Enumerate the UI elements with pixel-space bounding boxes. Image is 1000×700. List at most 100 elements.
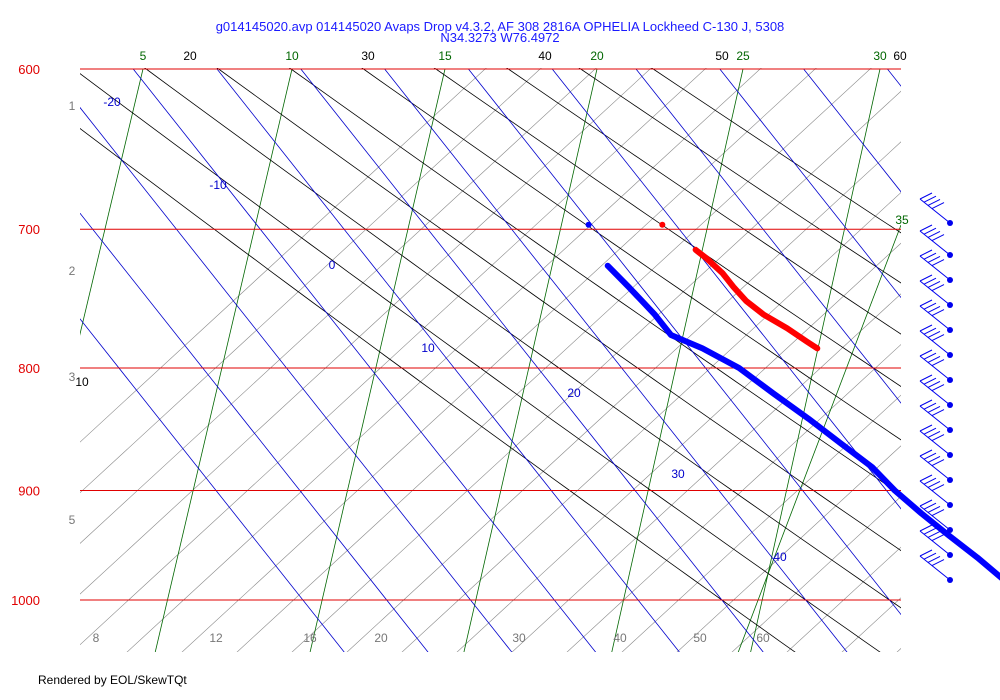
dewpoint-trace <box>604 262 1000 581</box>
wind-barb-staff <box>919 555 951 581</box>
wind-barb-feather <box>931 434 945 442</box>
moist-adiabat-line <box>80 68 707 646</box>
temperature-trace <box>692 246 821 352</box>
moist-adiabat-line <box>621 394 901 652</box>
bottom-axis-label: 20 <box>374 631 388 645</box>
isotherm-line <box>132 68 597 652</box>
isotherm-line <box>551 68 901 510</box>
isotherm-line <box>719 68 901 299</box>
wind-barb-feather <box>923 327 937 335</box>
footer-credit: Rendered by EOL/SkewTQt <box>38 673 187 687</box>
wind-barb <box>919 224 953 258</box>
wind-barb-feather <box>927 430 941 438</box>
mixing-ratio-label: 5 <box>140 49 147 63</box>
moist-adiabat-line <box>401 192 901 652</box>
wind-barb <box>919 274 953 308</box>
isotherm-line <box>80 106 513 652</box>
wind-barb-feather <box>923 352 937 360</box>
moist-adiabat-line <box>80 68 597 544</box>
pressure-label: 1000 <box>11 593 40 608</box>
moist-adiabat-line <box>236 68 872 652</box>
wind-barb-feather <box>923 552 937 560</box>
dry-adiabat-label: 60 <box>893 49 907 63</box>
dewpoint-marker <box>585 221 592 228</box>
moist-adiabat-line <box>80 68 652 595</box>
pressure-label: 700 <box>18 222 40 237</box>
dry-adiabat-label: 20 <box>183 49 197 63</box>
pressure-label: 600 <box>18 62 40 77</box>
mixing-ratio-line <box>309 68 446 652</box>
height-label: 2 <box>69 264 76 278</box>
isotherm-line <box>80 318 345 652</box>
wind-barb-feather <box>931 459 945 467</box>
wind-barb-feather <box>919 324 933 332</box>
bottom-axis-label: 30 <box>512 631 526 645</box>
dry-adiabat-line <box>80 128 796 652</box>
isotherm-line <box>803 68 901 193</box>
dry-adiabat-label: 30 <box>361 49 375 63</box>
wind-barb-feather <box>919 224 933 232</box>
moist-adiabat-line <box>896 648 901 652</box>
wind-barb-feather <box>923 377 937 385</box>
wind-barb-feather <box>919 449 933 457</box>
mixing-ratio-label: 35 <box>895 213 909 227</box>
wind-barb-feather <box>923 477 937 485</box>
wind-barb-staff <box>919 455 951 481</box>
isotherm-label: 10 <box>421 341 435 355</box>
bottom-axis-label: 12 <box>209 631 223 645</box>
mixing-ratio-line <box>80 68 144 336</box>
isotherm-label: 30 <box>671 467 685 481</box>
mixing-ratio-line <box>737 224 901 652</box>
wind-barb-feather <box>931 534 945 542</box>
wind-barb-feather <box>931 202 945 210</box>
moist-adiabat-line <box>456 242 901 652</box>
wind-barb-feather <box>927 355 941 363</box>
moist-adiabat-line <box>900 0 1000 700</box>
wind-barb-feather <box>931 234 945 242</box>
isotherm-line <box>80 212 429 652</box>
wind-barb-feather <box>923 277 937 285</box>
isotherm-label: 20 <box>567 386 581 400</box>
wind-barb-feather <box>931 259 945 267</box>
wind-barb-staff <box>919 505 951 531</box>
wind-barb-feather <box>927 280 941 288</box>
wind-barb-feather <box>923 195 937 203</box>
wind-barb-feather <box>927 405 941 413</box>
wind-barb-feather <box>931 309 945 317</box>
dry-adiabat-line <box>361 68 901 441</box>
wind-barb-feather <box>927 230 941 238</box>
moist-adiabat-line <box>80 68 487 443</box>
isotherm-label: -20 <box>103 95 121 109</box>
wind-barb-staff <box>919 430 951 456</box>
wind-barb-feather <box>927 530 941 538</box>
wind-barb-feather <box>931 284 945 292</box>
wind-barb-feather <box>919 374 933 382</box>
bottom-axis-label: 16 <box>303 631 317 645</box>
dry-adiabat-line <box>578 68 901 284</box>
height-label: 1 <box>69 99 76 113</box>
wind-barb <box>919 349 953 383</box>
wind-barb-feather <box>923 252 937 260</box>
pressure-label: 900 <box>18 483 40 498</box>
wind-barb-feather <box>927 255 941 263</box>
wind-barb <box>919 192 953 226</box>
moist-adiabat-line <box>511 293 901 652</box>
wind-barb-staff <box>919 230 951 256</box>
sounding-profiles <box>585 221 1000 581</box>
wind-barb <box>919 399 953 433</box>
wind-barb <box>919 449 953 483</box>
isotherm-line <box>468 68 901 616</box>
wind-barb-feather <box>923 227 937 235</box>
wind-barb-feather <box>923 502 937 510</box>
mixing-ratio-label: 25 <box>736 49 750 63</box>
moist-adiabat-line <box>181 68 817 652</box>
temperature-marker <box>659 221 666 228</box>
wind-barb-feather <box>919 549 933 557</box>
wind-barb-staff <box>919 355 951 381</box>
wind-barb-staff <box>919 305 951 331</box>
wind-barb <box>919 249 953 283</box>
dry-adiabat-line <box>80 73 881 652</box>
isotherm-label: -10 <box>209 178 227 192</box>
isotherm-label: 40 <box>773 550 787 564</box>
axis-labels: 600 700 800 900 1000 -20 -10 0 10 20 30 40 20 30 40 50 6… <box>11 49 909 645</box>
